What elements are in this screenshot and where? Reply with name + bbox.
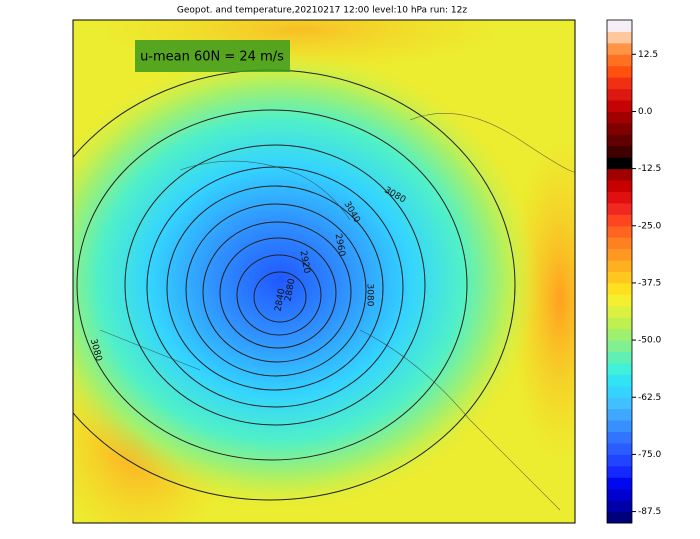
colorbar-tick-label: -12.5 xyxy=(638,164,661,174)
colorbar-cell xyxy=(607,362,632,375)
colorbar-tick-label: 0.0 xyxy=(638,107,653,117)
title: Geopot. and temperature,20210217 12:00 l… xyxy=(177,6,467,16)
colorbar-cell xyxy=(607,374,632,387)
colorbar-tick-label: 12.5 xyxy=(638,50,658,60)
contour-label: 2920 xyxy=(298,250,312,275)
colorbar-cell xyxy=(607,237,632,250)
annotation: u-mean 60N = 24 m/s xyxy=(140,50,284,65)
colorbar-cell xyxy=(607,42,632,55)
contour-label: 2880 xyxy=(284,278,298,303)
annotation-box xyxy=(135,40,290,72)
colorbar-cell xyxy=(607,31,632,44)
colorbar-cell xyxy=(607,180,632,192)
colorbar-cell xyxy=(607,465,632,478)
colorbar-cell xyxy=(607,500,632,513)
colorbar-cell xyxy=(607,88,632,101)
colorbar-cell xyxy=(607,294,632,307)
colorbar-cell xyxy=(607,488,632,501)
colorbar-cell xyxy=(607,442,632,455)
colorbar-tick-label: -75.0 xyxy=(638,450,662,460)
map xyxy=(73,20,575,523)
colorbar-cell xyxy=(607,122,632,135)
colorbar-tick-label: -37.5 xyxy=(638,278,661,288)
colorbar-cell xyxy=(607,420,632,433)
colorbar-cell xyxy=(607,397,632,410)
colorbar-cell xyxy=(607,260,632,272)
colorbar-cell xyxy=(607,225,632,238)
colorbar-cell xyxy=(607,54,632,67)
colorbar-cell xyxy=(607,145,632,158)
colorbar-cell xyxy=(607,282,632,295)
contour-label: 2840 xyxy=(274,288,288,313)
colorbar-cell xyxy=(607,408,632,421)
contour-label: 2960 xyxy=(333,233,347,258)
colorbar-cell xyxy=(607,340,632,353)
colorbar-cell xyxy=(607,511,632,524)
colorbar-cell xyxy=(607,328,632,341)
colorbar-cell xyxy=(607,202,632,215)
colorbar-cell xyxy=(607,454,632,467)
colorbar-cell xyxy=(607,77,632,90)
colorbar-tick-label: -50.0 xyxy=(638,336,662,346)
contour-label: 3080 xyxy=(365,284,375,307)
colorbar-cell xyxy=(607,385,632,398)
colorbar-cell xyxy=(607,111,632,124)
colorbar-cell xyxy=(607,134,632,147)
colorbar-cell xyxy=(607,65,632,78)
colorbar-cell xyxy=(607,214,632,227)
colorbar-cell xyxy=(607,100,632,112)
colorbar-cell xyxy=(607,351,632,364)
colorbar-cell xyxy=(607,431,632,444)
colorbar-cell xyxy=(607,317,632,330)
colorbar-tick-label: -87.5 xyxy=(638,507,661,517)
colorbar-cell xyxy=(607,248,632,261)
colorbar-frame xyxy=(606,19,633,524)
map-frame xyxy=(72,19,576,524)
colorbar-cell xyxy=(607,168,632,181)
colorbar-cell xyxy=(607,20,632,32)
colorbar-tick-label: -62.5 xyxy=(638,393,661,403)
colorbar-cell xyxy=(607,271,632,284)
colorbar-cell xyxy=(607,191,632,204)
colorbar-cell xyxy=(607,157,632,170)
colorbar-cell xyxy=(607,305,632,318)
colorbar-cell xyxy=(607,477,632,490)
colorbar-tick-label: -25.0 xyxy=(638,221,662,231)
